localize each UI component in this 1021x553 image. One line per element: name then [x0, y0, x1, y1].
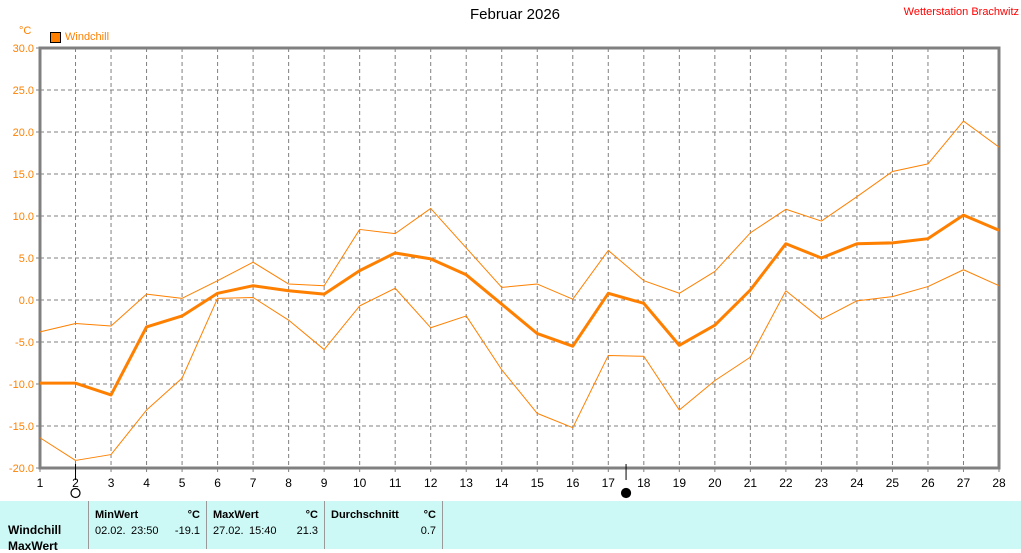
- stats-row-label-windchill: Windchill: [8, 523, 62, 537]
- x-tick-label: 18: [637, 476, 651, 490]
- stats-min-unit: °C: [187, 509, 200, 521]
- stats-max-header: MaxWert: [213, 509, 259, 521]
- x-tick-label: 17: [602, 476, 616, 490]
- stats-col-max: MaxWert °C 27.02. 15:40 21.3: [206, 501, 324, 549]
- stats-avg-value: 0.7: [420, 525, 436, 537]
- x-tick-label: 14: [495, 476, 509, 490]
- x-tick-label: 15: [531, 476, 545, 490]
- x-tick-label: 27: [957, 476, 971, 490]
- axes: 30.0 25.0 20.0 15.0 10.0 5.0 0.0 -5.0 -10.0 -15.0…: [9, 43, 1006, 490]
- full-moon-icon: [620, 487, 632, 499]
- stats-min-value: -19.1: [174, 525, 200, 537]
- y-tick-label: 25.0: [13, 85, 34, 97]
- series-line-windchill-mittel: [40, 213, 1000, 397]
- station-name: Wetterstation Brachwitz: [903, 6, 1019, 18]
- stats-min-time: 23:50: [131, 525, 159, 537]
- y-tick-label: -20.0: [9, 463, 34, 475]
- line-chart: 30.0 25.0 20.0 15.0 10.0 5.0 0.0 -5.0 -10.0 -15.0…: [9, 43, 1006, 499]
- series-line-windchill-max: [39, 120, 1000, 333]
- y-tick-label: 5.0: [19, 253, 34, 265]
- y-tick-label: 15.0: [13, 169, 34, 181]
- x-tick-label: 2: [72, 476, 79, 490]
- x-tick-label: 4: [143, 476, 150, 490]
- new-moon-icon: [70, 487, 81, 499]
- legend: Windchill: [50, 31, 109, 43]
- y-tick-label: 10.0: [13, 211, 34, 223]
- y-tick-label: -10.0: [9, 379, 34, 391]
- x-tick-label: 5: [179, 476, 186, 490]
- x-tick-label: 24: [850, 476, 864, 490]
- stats-col-avg: Durchschnitt °C 0.7: [324, 501, 443, 549]
- series-line-windchill-min: [39, 269, 1000, 461]
- data-series: [39, 120, 1000, 461]
- stats-max-time: 15:40: [249, 525, 277, 537]
- stats-max-date: 27.02.: [213, 525, 244, 537]
- moon-markers: [70, 464, 632, 499]
- y-tick-label: 30.0: [13, 43, 34, 55]
- x-tick-label: 22: [779, 476, 793, 490]
- stats-col-min: MinWert °C 02.02. 23:50 -19.1: [88, 501, 206, 549]
- x-tick-label: 8: [285, 476, 292, 490]
- x-tick-label: 7: [250, 476, 257, 490]
- y-tick-label: 20.0: [13, 127, 34, 139]
- y-tick-label: -15.0: [9, 421, 34, 433]
- chart-title: Februar 2026: [469, 6, 561, 23]
- stats-min-date: 02.02.: [95, 525, 126, 537]
- y-tick-label: 0.0: [19, 295, 34, 307]
- stats-avg-header: Durchschnitt: [331, 509, 399, 521]
- x-tick-label: 25: [886, 476, 900, 490]
- stats-max-unit: °C: [305, 509, 318, 521]
- x-tick-label: 21: [744, 476, 758, 490]
- legend-label: Windchill: [65, 31, 110, 43]
- x-tick-label: 12: [424, 476, 438, 490]
- x-tick-label: 9: [321, 476, 328, 490]
- stats-avg-unit: °C: [423, 509, 436, 521]
- grid-lines: [40, 48, 999, 468]
- x-tick-label: 6: [214, 476, 221, 490]
- x-tick-label: 26: [921, 476, 935, 490]
- y-axis-unit: °C: [19, 25, 32, 37]
- y-tick-label: -5.0: [15, 337, 34, 349]
- x-tick-label: 13: [460, 476, 474, 490]
- x-tick-label: 28: [992, 476, 1006, 490]
- stats-min-header: MinWert: [95, 509, 139, 521]
- legend-swatch-icon: [50, 31, 61, 43]
- x-tick-label: 10: [353, 476, 367, 490]
- x-tick-label: 20: [708, 476, 722, 490]
- x-tick-label: 1: [37, 476, 44, 490]
- x-tick-label: 19: [673, 476, 687, 490]
- plot-frame: [38, 46, 1001, 470]
- x-tick-label: 3: [108, 476, 115, 490]
- statistics-panel: Windchill MaxWert MinWert °C 02.02. 23:5…: [0, 501, 1021, 553]
- x-tick-label: 16: [566, 476, 580, 490]
- x-tick-label: 23: [815, 476, 829, 490]
- stats-row-label-maxwert: MaxWert: [8, 539, 58, 553]
- stats-max-value: 21.3: [296, 525, 318, 537]
- x-tick-label: 11: [389, 476, 402, 490]
